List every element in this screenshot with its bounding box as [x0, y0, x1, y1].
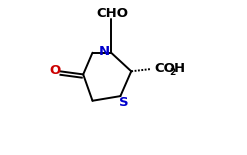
- Text: 2: 2: [169, 68, 175, 77]
- Text: S: S: [120, 96, 129, 109]
- Text: CO: CO: [155, 62, 175, 75]
- Text: N: N: [99, 45, 110, 58]
- Text: H: H: [174, 62, 185, 75]
- Text: O: O: [49, 64, 60, 77]
- Text: CHO: CHO: [97, 7, 129, 20]
